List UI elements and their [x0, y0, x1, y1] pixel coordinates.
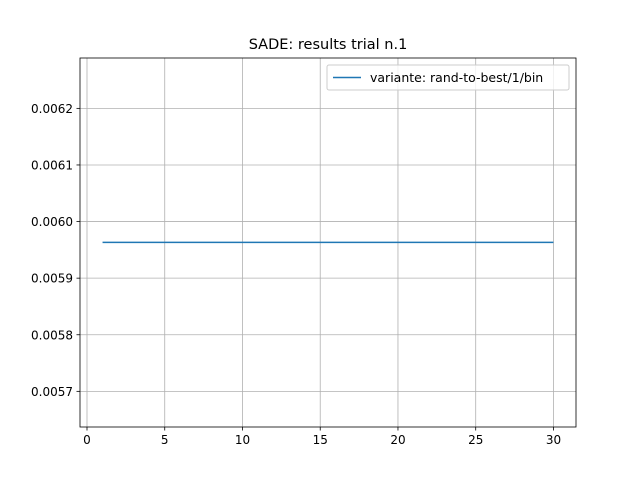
x-tick-label: 30	[546, 433, 561, 447]
y-tick-label: 0.0057	[31, 385, 73, 399]
y-tick-label: 0.0059	[31, 272, 73, 286]
y-axis: 0.0057 0.0058 0.0059 0.0060 0.0061 0.0062	[31, 102, 80, 399]
y-tick-label: 0.0060	[31, 215, 73, 229]
legend-box	[326, 64, 570, 91]
y-tick-label: 0.0058	[31, 328, 73, 342]
x-axis: 0 5 10 15 20 25 30	[83, 427, 561, 447]
x-tick-label: 20	[390, 433, 405, 447]
legend-label: variante: rand-to-best/1/bin	[370, 70, 543, 85]
y-tick-label: 0.0062	[31, 102, 73, 116]
x-tick-label: 25	[468, 433, 483, 447]
x-tick-label: 5	[161, 433, 169, 447]
x-tick-label: 15	[313, 433, 328, 447]
legend: variante: rand-to-best/1/bin	[326, 64, 570, 91]
chart-title: SADE: results trial n.1	[249, 37, 408, 53]
x-tick-label: 10	[235, 433, 250, 447]
x-tick-label: 0	[83, 433, 91, 447]
y-tick-label: 0.0061	[31, 158, 73, 172]
plot-area-frame	[79, 57, 577, 428]
